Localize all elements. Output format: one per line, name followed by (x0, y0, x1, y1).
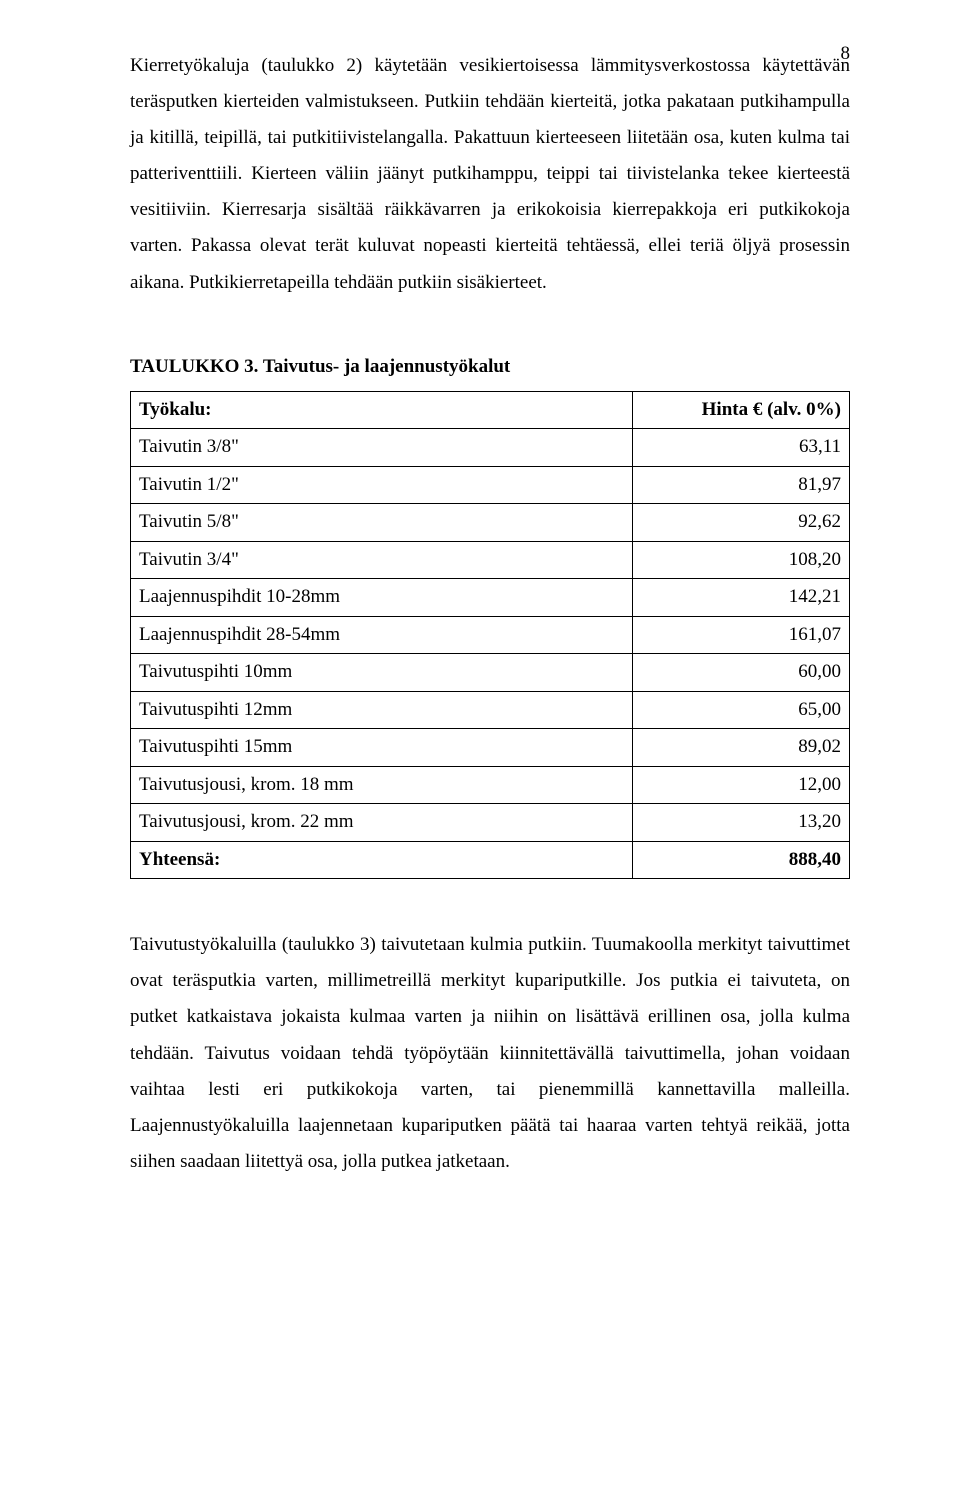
table-heading: TAULUKKO 3. Taivutus- ja laajennustyökal… (130, 349, 850, 385)
row-label: Taivutuspihti 10mm (131, 654, 633, 692)
row-price: 81,97 (633, 466, 850, 504)
row-label: Laajennuspihdit 28-54mm (131, 616, 633, 654)
row-label: Taivutusjousi, krom. 22 mm (131, 804, 633, 842)
table-row: Taivutin 5/8" 92,62 (131, 504, 850, 542)
table-row: Taivutuspihti 15mm 89,02 (131, 729, 850, 767)
table-row: Taivutin 3/4" 108,20 (131, 541, 850, 579)
row-label: Taivutuspihti 15mm (131, 729, 633, 767)
row-label: Laajennuspihdit 10-28mm (131, 579, 633, 617)
paragraph-2: Taivutustyökaluilla (taulukko 3) taivute… (130, 927, 850, 1180)
row-price: 89,02 (633, 729, 850, 767)
table-total-row: Yhteensä: 888,40 (131, 841, 850, 879)
row-price: 63,11 (633, 429, 850, 467)
row-price: 161,07 (633, 616, 850, 654)
total-price: 888,40 (633, 841, 850, 879)
table-row: Taivutusjousi, krom. 22 mm 13,20 (131, 804, 850, 842)
row-label: Taivutin 3/8" (131, 429, 633, 467)
page: 8 Kierretyökaluja (taulukko 2) käytetään… (0, 0, 960, 1512)
table-row: Taivutusjousi, krom. 18 mm 12,00 (131, 766, 850, 804)
header-price: Hinta € (alv. 0%) (633, 391, 850, 429)
paragraph-1: Kierretyökaluja (taulukko 2) käytetään v… (130, 48, 850, 301)
tools-table: Työkalu: Hinta € (alv. 0%) Taivutin 3/8"… (130, 391, 850, 880)
table-row: Taivutuspihti 10mm 60,00 (131, 654, 850, 692)
row-price: 142,21 (633, 579, 850, 617)
row-price: 92,62 (633, 504, 850, 542)
table-row: Laajennuspihdit 10-28mm 142,21 (131, 579, 850, 617)
row-label: Taivutin 5/8" (131, 504, 633, 542)
row-label: Taivutin 3/4" (131, 541, 633, 579)
row-label: Taivutusjousi, krom. 18 mm (131, 766, 633, 804)
table-row: Laajennuspihdit 28-54mm 161,07 (131, 616, 850, 654)
row-price: 60,00 (633, 654, 850, 692)
total-label: Yhteensä: (131, 841, 633, 879)
table-row: Taivutin 1/2" 81,97 (131, 466, 850, 504)
row-price: 13,20 (633, 804, 850, 842)
table-row: Taivutin 3/8" 63,11 (131, 429, 850, 467)
page-number: 8 (841, 36, 851, 72)
header-tool: Työkalu: (131, 391, 633, 429)
row-label: Taivutuspihti 12mm (131, 691, 633, 729)
row-price: 12,00 (633, 766, 850, 804)
table-header-row: Työkalu: Hinta € (alv. 0%) (131, 391, 850, 429)
row-price: 108,20 (633, 541, 850, 579)
row-label: Taivutin 1/2" (131, 466, 633, 504)
table-row: Taivutuspihti 12mm 65,00 (131, 691, 850, 729)
row-price: 65,00 (633, 691, 850, 729)
